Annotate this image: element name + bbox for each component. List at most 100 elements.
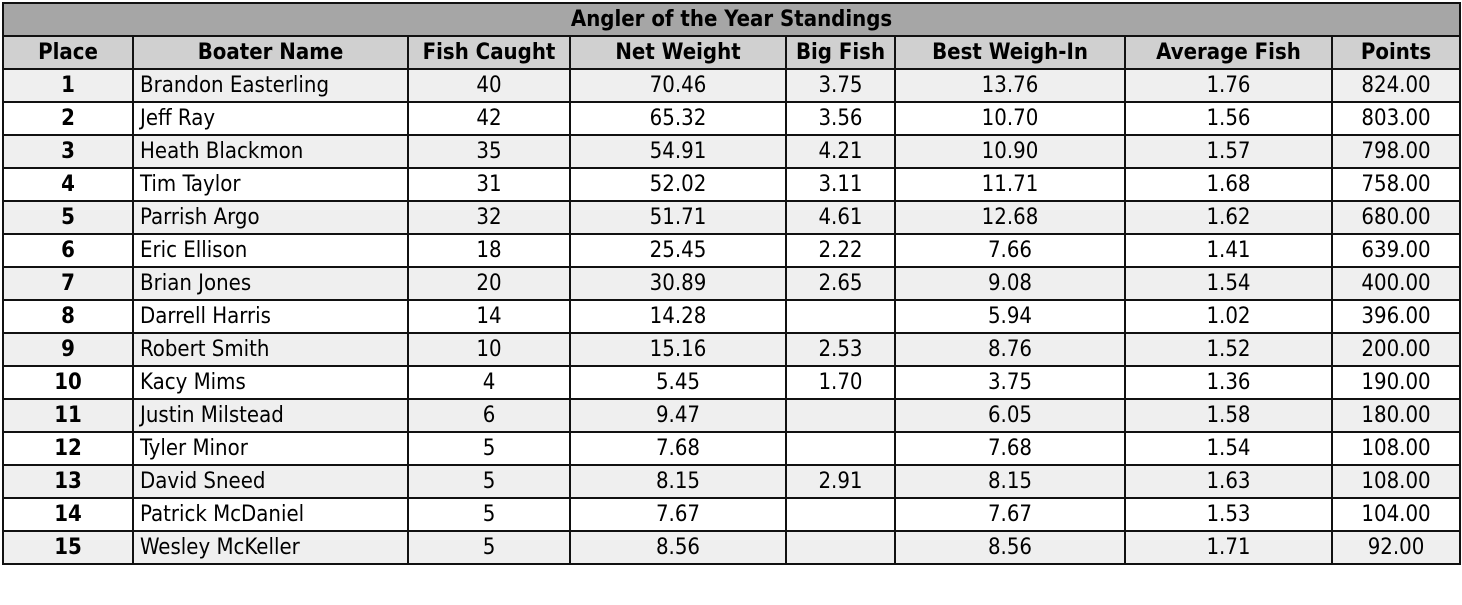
cell-points: 400.00 xyxy=(1330,266,1462,301)
cell-points: 803.00 xyxy=(1330,101,1462,136)
cell-fish-caught: 6 xyxy=(407,398,571,433)
table-body: 1 Brandon Easterling 40 70.46 3.75 13.76 1.76 8… xyxy=(2,68,1462,565)
cell-big-fish: 4.21 xyxy=(785,134,896,169)
cell-net-weight: 7.68 xyxy=(569,431,787,466)
cell-net-weight: 15.16 xyxy=(569,332,787,367)
cell-big-fish: 3.75 xyxy=(785,68,896,103)
cell-place: 6 xyxy=(2,233,134,268)
cell-place: 2 xyxy=(2,101,134,136)
column-header-average-fish: Average Fish xyxy=(1124,35,1333,70)
cell-average-fish: 1.56 xyxy=(1124,101,1333,136)
cell-best-weigh-in: 5.94 xyxy=(894,299,1126,334)
table-row: 8 Darrell Harris 14 14.28 5.94 1.02 396.00 xyxy=(2,299,1462,334)
cell-net-weight: 30.89 xyxy=(569,266,787,301)
column-header-points: Points xyxy=(1330,35,1462,70)
cell-points: 639.00 xyxy=(1330,233,1462,268)
cell-best-weigh-in: 8.56 xyxy=(894,530,1126,565)
column-header-best-weigh-in: Best Weigh-In xyxy=(894,35,1126,70)
cell-net-weight: 7.67 xyxy=(569,497,787,532)
cell-fish-caught: 42 xyxy=(407,101,571,136)
cell-average-fish: 1.02 xyxy=(1124,299,1333,334)
cell-boater-name: Parrish Argo xyxy=(132,200,409,235)
cell-big-fish: 1.70 xyxy=(785,365,896,400)
column-header-place: Place xyxy=(2,35,134,70)
cell-best-weigh-in: 12.68 xyxy=(894,200,1126,235)
cell-fish-caught: 5 xyxy=(407,464,571,499)
cell-best-weigh-in: 7.67 xyxy=(894,497,1126,532)
cell-average-fish: 1.52 xyxy=(1124,332,1333,367)
cell-net-weight: 65.32 xyxy=(569,101,787,136)
cell-fish-caught: 18 xyxy=(407,233,571,268)
cell-points: 104.00 xyxy=(1330,497,1462,532)
cell-net-weight: 5.45 xyxy=(569,365,787,400)
cell-average-fish: 1.71 xyxy=(1124,530,1333,565)
standings-table: Angler of the Year Standings Place Boater… xyxy=(1,2,1462,565)
cell-big-fish xyxy=(785,299,896,334)
cell-big-fish: 3.11 xyxy=(785,167,896,202)
cell-boater-name: Brian Jones xyxy=(132,266,409,301)
cell-place: 10 xyxy=(2,365,134,400)
cell-big-fish: 2.22 xyxy=(785,233,896,268)
cell-points: 108.00 xyxy=(1330,464,1462,499)
cell-boater-name: Wesley McKeller xyxy=(132,530,409,565)
cell-average-fish: 1.76 xyxy=(1124,68,1333,103)
table-row: 12 Tyler Minor 5 7.68 7.68 1.54 108.00 xyxy=(2,431,1462,466)
table-row: 10 Kacy Mims 4 5.45 1.70 3.75 1.36 190.00 xyxy=(2,365,1462,400)
cell-big-fish: 4.61 xyxy=(785,200,896,235)
cell-points: 92.00 xyxy=(1330,530,1462,565)
cell-boater-name: Patrick McDaniel xyxy=(132,497,409,532)
cell-points: 824.00 xyxy=(1330,68,1462,103)
cell-best-weigh-in: 11.71 xyxy=(894,167,1126,202)
cell-net-weight: 14.28 xyxy=(569,299,787,334)
cell-big-fish xyxy=(785,398,896,433)
table-row: 5 Parrish Argo 32 51.71 4.61 12.68 1.62 680.00 xyxy=(2,200,1462,235)
cell-net-weight: 52.02 xyxy=(569,167,787,202)
cell-place: 4 xyxy=(2,167,134,202)
cell-place: 11 xyxy=(2,398,134,433)
column-header-fish-caught: Fish Caught xyxy=(407,35,571,70)
cell-boater-name: Darrell Harris xyxy=(132,299,409,334)
table-row: 6 Eric Ellison 18 25.45 2.22 7.66 1.41 639.00 xyxy=(2,233,1462,268)
cell-best-weigh-in: 8.76 xyxy=(894,332,1126,367)
cell-boater-name: Heath Blackmon xyxy=(132,134,409,169)
cell-place: 1 xyxy=(2,68,134,103)
cell-big-fish: 2.65 xyxy=(785,266,896,301)
cell-place: 8 xyxy=(2,299,134,334)
cell-points: 396.00 xyxy=(1330,299,1462,334)
cell-boater-name: Eric Ellison xyxy=(132,233,409,268)
cell-average-fish: 1.54 xyxy=(1124,266,1333,301)
cell-big-fish xyxy=(785,530,896,565)
cell-fish-caught: 5 xyxy=(407,530,571,565)
table-row: 15 Wesley McKeller 5 8.56 8.56 1.71 92.00 xyxy=(2,530,1462,565)
cell-place: 3 xyxy=(2,134,134,169)
table-row: 11 Justin Milstead 6 9.47 6.05 1.58 180.00 xyxy=(2,398,1462,433)
cell-fish-caught: 4 xyxy=(407,365,571,400)
cell-best-weigh-in: 7.68 xyxy=(894,431,1126,466)
cell-net-weight: 25.45 xyxy=(569,233,787,268)
cell-place: 15 xyxy=(2,530,134,565)
cell-fish-caught: 14 xyxy=(407,299,571,334)
cell-boater-name: David Sneed xyxy=(132,464,409,499)
table-row: 1 Brandon Easterling 40 70.46 3.75 13.76 1.76 8… xyxy=(2,68,1462,103)
table-row: 13 David Sneed 5 8.15 2.91 8.15 1.63 108.00 xyxy=(2,464,1462,499)
cell-place: 9 xyxy=(2,332,134,367)
cell-average-fish: 1.36 xyxy=(1124,365,1333,400)
cell-big-fish xyxy=(785,431,896,466)
cell-boater-name: Tim Taylor xyxy=(132,167,409,202)
cell-fish-caught: 32 xyxy=(407,200,571,235)
cell-net-weight: 70.46 xyxy=(569,68,787,103)
cell-boater-name: Kacy Mims xyxy=(132,365,409,400)
cell-average-fish: 1.68 xyxy=(1124,167,1333,202)
cell-points: 680.00 xyxy=(1330,200,1462,235)
cell-best-weigh-in: 8.15 xyxy=(894,464,1126,499)
table-row: 7 Brian Jones 20 30.89 2.65 9.08 1.54 400.00 xyxy=(2,266,1462,301)
cell-place: 14 xyxy=(2,497,134,532)
table-row: 9 Robert Smith 10 15.16 2.53 8.76 1.52 200.00 xyxy=(2,332,1462,367)
table-row: 2 Jeff Ray 42 65.32 3.56 10.70 1.56 803.00 xyxy=(2,101,1462,136)
cell-big-fish xyxy=(785,497,896,532)
cell-best-weigh-in: 13.76 xyxy=(894,68,1126,103)
cell-best-weigh-in: 9.08 xyxy=(894,266,1126,301)
cell-points: 108.00 xyxy=(1330,431,1462,466)
cell-fish-caught: 31 xyxy=(407,167,571,202)
cell-net-weight: 54.91 xyxy=(569,134,787,169)
